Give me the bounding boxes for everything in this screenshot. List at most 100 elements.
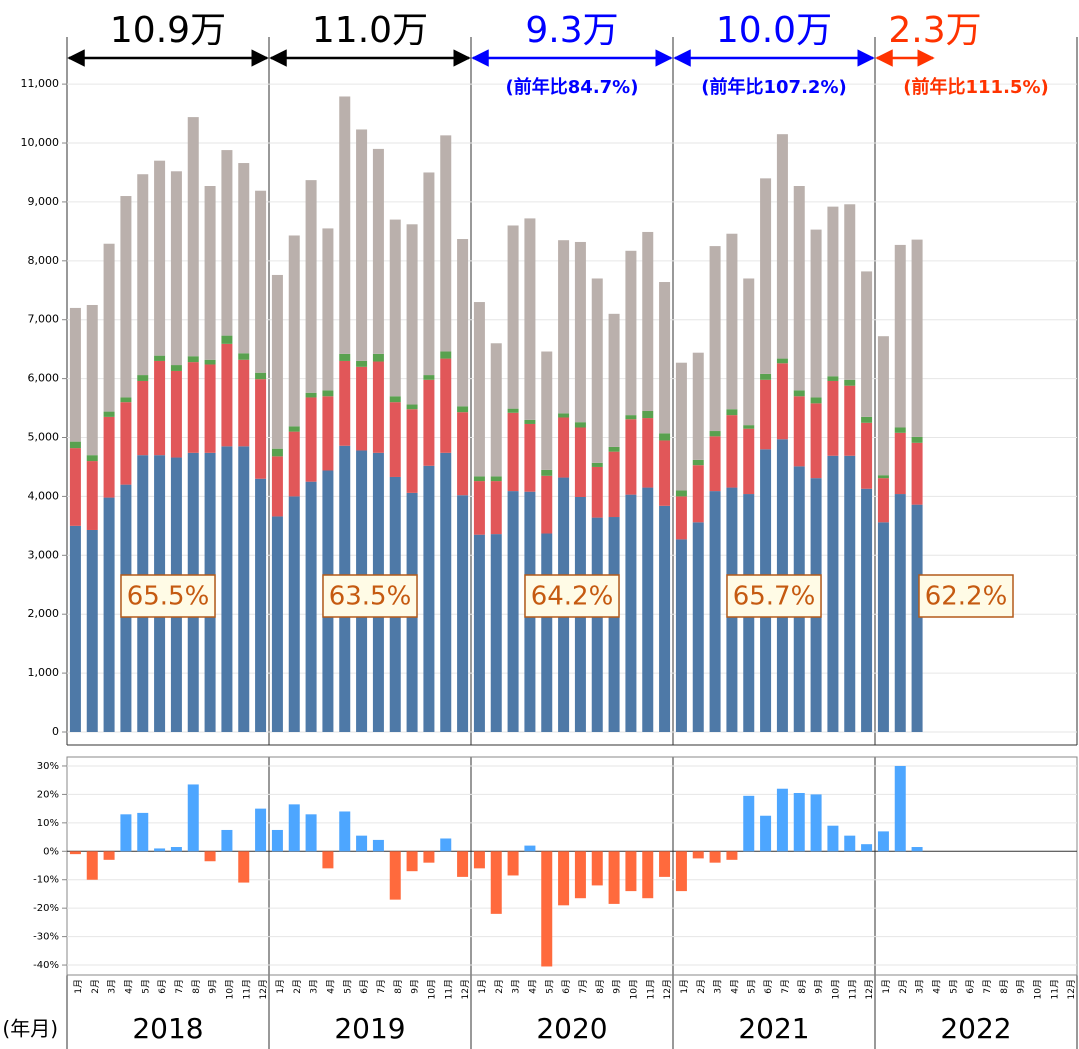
bar-segment (305, 481, 317, 732)
y-tick-label: 30% (37, 761, 59, 772)
bar-segment (776, 363, 788, 440)
bar-segment (642, 418, 654, 488)
x-tick-label: 6月 (157, 979, 168, 994)
x-tick-label: 7月 (376, 979, 387, 994)
bar-segment (625, 250, 637, 416)
bar-segment (423, 465, 435, 732)
bar (507, 851, 519, 876)
year-label: 2018 (132, 1012, 203, 1045)
y-tick-label: -30% (33, 932, 59, 943)
bar-segment (911, 442, 923, 505)
bar (305, 814, 317, 852)
bar-segment (372, 361, 384, 453)
bar-segment (103, 411, 115, 417)
bar (776, 788, 788, 852)
bar-segment (288, 235, 300, 427)
bar-segment (423, 379, 435, 466)
bar-segment (221, 343, 233, 447)
bar-segment (591, 466, 603, 518)
bar-segment (86, 304, 98, 456)
bar-segment (356, 366, 368, 451)
x-tick-label: 7月 (982, 979, 993, 994)
ratio-box (918, 574, 1014, 618)
bar-segment (423, 375, 435, 380)
bar-segment (877, 522, 889, 732)
y-tick-label: 3,000 (28, 548, 60, 561)
bar-segment (137, 174, 149, 376)
bar-segment (473, 534, 485, 732)
x-tick-label: 4月 (325, 979, 336, 994)
x-tick-label: 9月 (612, 979, 623, 994)
bar-segment (726, 233, 738, 410)
bar-segment (221, 335, 233, 344)
x-tick-label: 3月 (309, 979, 320, 994)
bar-segment (255, 379, 267, 479)
bar (221, 829, 233, 852)
x-tick-label: 10月 (426, 979, 437, 999)
bar-segment (844, 204, 856, 380)
bar-segment (271, 456, 283, 517)
bar (69, 851, 81, 855)
bar-segment (675, 490, 687, 497)
y-tick-label: 4,000 (28, 489, 60, 502)
bar-segment (305, 180, 317, 393)
bar (255, 808, 267, 852)
x-tick-label: 10月 (224, 979, 235, 999)
bar-segment (389, 219, 401, 397)
bar (103, 851, 115, 860)
bar-segment (271, 516, 283, 732)
bar-segment (894, 494, 906, 732)
bar-segment (642, 487, 654, 732)
x-tick-label: 2月 (90, 979, 101, 994)
bar-segment (541, 351, 553, 470)
bar-segment (608, 446, 620, 452)
bar-segment (440, 351, 452, 359)
bar (558, 851, 570, 906)
y-tick-label: 5,000 (28, 431, 60, 444)
y-tick-label: 9,000 (28, 195, 60, 208)
bar (490, 851, 502, 914)
bar-segment (221, 150, 233, 336)
x-tick-label: 3月 (713, 979, 724, 994)
x-tick-label: 6月 (359, 979, 370, 994)
x-tick-label: 4月 (931, 979, 942, 994)
bar-segment (659, 282, 671, 434)
x-tick-label: 6月 (965, 979, 976, 994)
bar-segment (103, 243, 115, 412)
bar-segment (844, 455, 856, 732)
x-tick-label: 8月 (797, 979, 808, 994)
x-tick-label: 4月 (123, 979, 134, 994)
bar-segment (187, 362, 199, 453)
bar-segment (558, 240, 570, 414)
bar-segment (372, 353, 384, 362)
bar-segment (356, 360, 368, 367)
bar-segment (457, 412, 469, 496)
bar-segment (507, 491, 519, 732)
bar (137, 812, 149, 852)
ratio-box (524, 574, 620, 618)
bar-segment (574, 241, 586, 423)
bar-segment (659, 440, 671, 506)
bar-segment (389, 402, 401, 477)
bar-segment (659, 505, 671, 732)
bar (406, 851, 418, 872)
bar (356, 835, 368, 852)
x-tick-label: 8月 (595, 979, 606, 994)
year-label: 2021 (738, 1012, 809, 1045)
bar-segment (86, 529, 98, 732)
x-tick-label: 9月 (814, 979, 825, 994)
bar (457, 851, 469, 877)
bar-segment (591, 517, 603, 732)
period-total: 10.9万 (110, 10, 226, 51)
bar-segment (457, 239, 469, 407)
bar-segment (322, 390, 334, 397)
bar-segment (440, 358, 452, 453)
bar-segment (490, 481, 502, 535)
bar-segment (827, 455, 839, 732)
y-tick-label: 10,000 (21, 136, 60, 149)
bar-segment (305, 397, 317, 482)
x-tick-label: 1月 (275, 979, 286, 994)
bar-segment (709, 246, 721, 432)
bar-segment (473, 481, 485, 535)
